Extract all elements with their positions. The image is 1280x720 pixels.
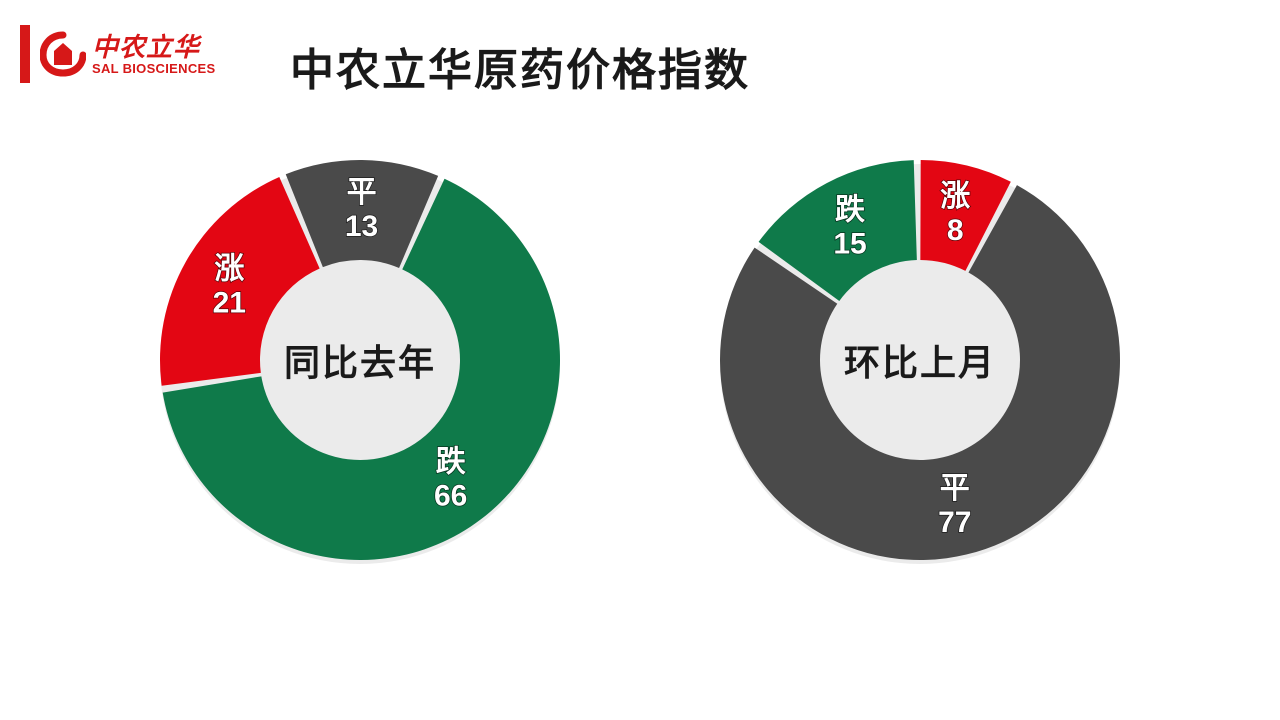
- slice-label: 跌: [835, 193, 865, 226]
- donut-chart-yoy: 跌66 涨21 平13 同比去年: [150, 150, 570, 570]
- page-title: 中农立华原药价格指数: [290, 34, 750, 98]
- slice-label: 涨: [940, 180, 970, 213]
- accent-bar: [20, 25, 30, 83]
- donut-center-label: 环比上月: [844, 334, 996, 386]
- slice-label: 平: [347, 176, 377, 209]
- logo-en: SAL BIOSCIENCES: [92, 62, 215, 75]
- logo-text: 中农立华 SAL BIOSCIENCES: [92, 34, 215, 75]
- slice-value: 21: [213, 286, 246, 319]
- logo-cn: 中农立华: [92, 34, 215, 60]
- header: 中农立华 SAL BIOSCIENCES: [20, 25, 215, 83]
- slice-label: 涨: [214, 252, 244, 285]
- donut-center-label: 同比去年: [284, 334, 436, 386]
- logo-icon: [40, 31, 86, 77]
- slice-value: 8: [947, 214, 964, 247]
- charts-container: 跌66涨21平13 同比去年 平77跌15涨8 环比上月: [0, 150, 1280, 570]
- slice-value: 77: [938, 506, 971, 539]
- slice-label: 跌: [436, 445, 466, 478]
- slice-value: 15: [833, 227, 866, 260]
- slice-label: 平: [940, 472, 970, 505]
- slice-value: 66: [434, 479, 467, 512]
- logo: 中农立华 SAL BIOSCIENCES: [40, 31, 215, 77]
- slice-value: 13: [345, 210, 378, 243]
- donut-chart-mom: 平77 跌15 涨8 环比上月: [710, 150, 1130, 570]
